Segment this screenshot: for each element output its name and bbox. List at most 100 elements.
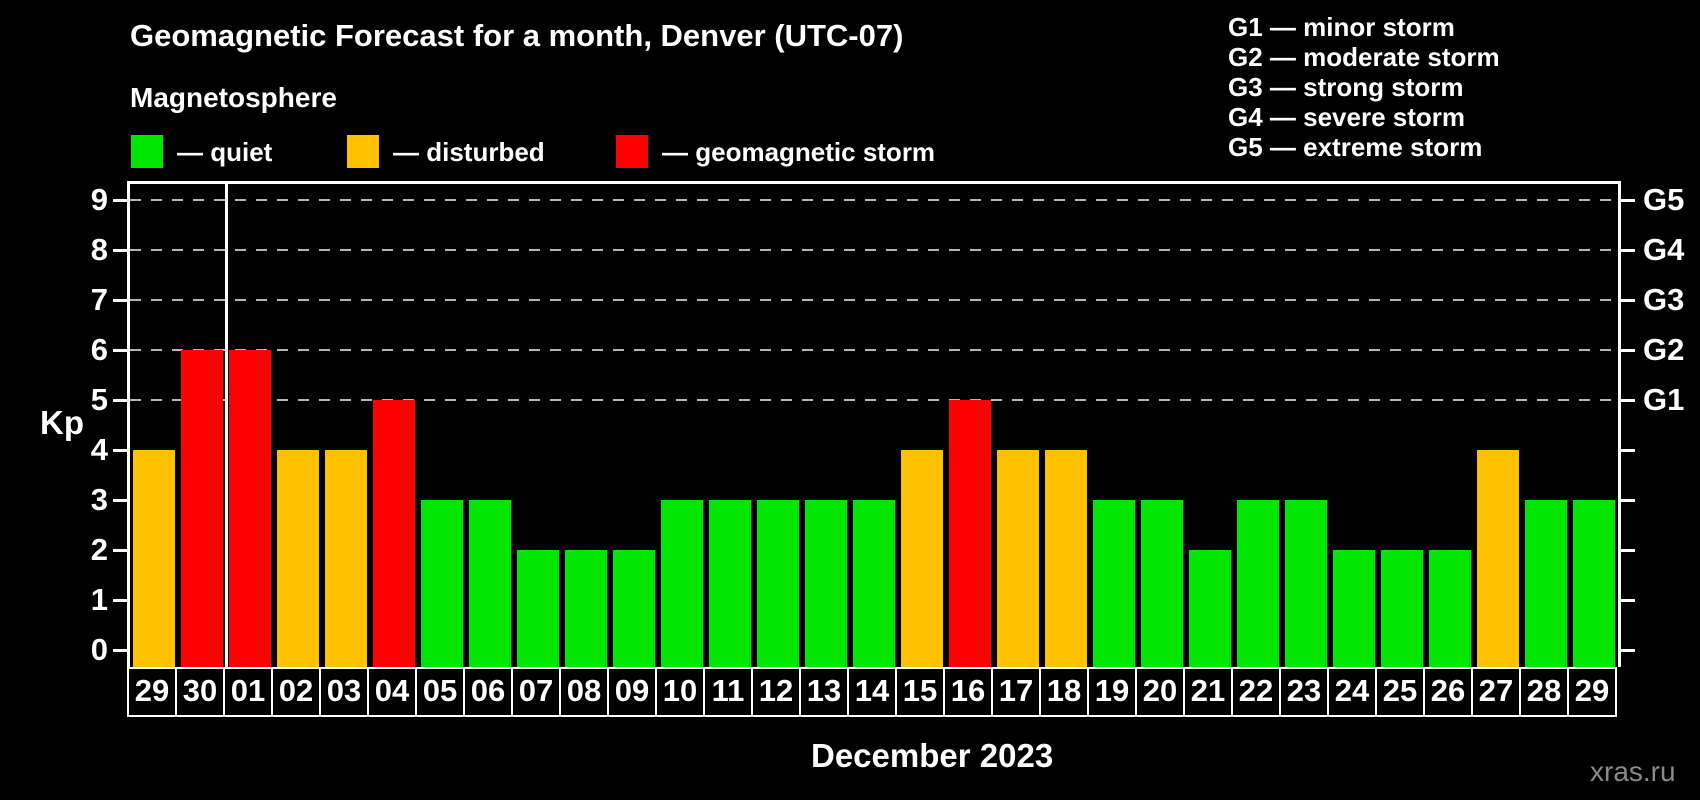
y-tick-label-4: 4 — [90, 432, 108, 467]
bar-21-day-20 — [1141, 500, 1183, 669]
y-tick-left-9 — [113, 199, 127, 202]
bar-5-day-04 — [373, 400, 415, 669]
day-label-cell-24-23: 23 — [1279, 667, 1329, 717]
g-legend-line-g1: G1 — minor storm — [1228, 12, 1455, 42]
bar-30-day-29 — [1573, 500, 1615, 669]
g-scale-legend: G1 — minor storm G2 — moderate storm G3 … — [1228, 12, 1500, 162]
g-axis-label-g3: G3 — [1643, 282, 1685, 317]
day-label-cell-25-24: 24 — [1327, 667, 1377, 717]
bar-3-day-02 — [277, 450, 319, 669]
y-tick-left-6 — [113, 349, 127, 352]
gridline-kp-5 — [130, 399, 1618, 401]
bar-18-day-17 — [997, 450, 1039, 669]
day-label-cell-16-15: 15 — [895, 667, 945, 717]
day-label-cell-22-21: 21 — [1183, 667, 1233, 717]
y-tick-label-2: 2 — [90, 532, 108, 567]
bar-6-day-05 — [421, 500, 463, 669]
day-label-cell-17-16: 16 — [943, 667, 993, 717]
bar-13-day-12 — [757, 500, 799, 669]
y-tick-right-8 — [1621, 249, 1635, 252]
day-label-cell-13-12: 12 — [751, 667, 801, 717]
bar-1-day-30 — [181, 350, 223, 669]
bar-29-day-28 — [1525, 500, 1567, 669]
y-tick-label-3: 3 — [90, 482, 108, 517]
bar-16-day-15 — [901, 450, 943, 669]
day-label-cell-12-11: 11 — [703, 667, 753, 717]
y-tick-label-1: 1 — [90, 582, 108, 617]
bar-14-day-13 — [805, 500, 847, 669]
day-label-cell-18-17: 17 — [991, 667, 1041, 717]
g-axis-label-g5: G5 — [1643, 182, 1685, 217]
bar-17-day-16 — [949, 400, 991, 669]
bar-0-day-29 — [133, 450, 175, 669]
bar-26-day-25 — [1381, 550, 1423, 669]
legend-label-quiet: — quiet — [177, 137, 273, 167]
day-label-cell-19-18: 18 — [1039, 667, 1089, 717]
bar-4-day-03 — [325, 450, 367, 669]
y-tick-label-8: 8 — [90, 232, 108, 267]
bar-2-day-01 — [229, 350, 271, 669]
day-label-cell-4-03: 03 — [319, 667, 369, 717]
bar-23-day-22 — [1237, 500, 1279, 669]
day-label-cell-23-22: 22 — [1231, 667, 1281, 717]
y-tick-right-9 — [1621, 199, 1635, 202]
legend-label-disturbed: — disturbed — [393, 137, 545, 167]
day-label-cell-7-06: 06 — [463, 667, 513, 717]
bar-7-day-06 — [469, 500, 511, 669]
gridline-kp-6 — [130, 349, 1618, 351]
y-tick-right-3 — [1621, 499, 1635, 502]
day-label-cell-6-05: 05 — [415, 667, 465, 717]
g-legend-line-g4: G4 — severe storm — [1228, 102, 1466, 132]
g-legend-line-g2: G2 — moderate storm — [1228, 42, 1500, 72]
y-tick-right-1 — [1621, 599, 1635, 602]
g-legend-line-g5: G5 — extreme storm — [1228, 132, 1483, 162]
bar-8-day-07 — [517, 550, 559, 669]
bar-19-day-18 — [1045, 450, 1087, 669]
legend-label-storm: — geomagnetic storm — [662, 137, 936, 167]
y-tick-left-2 — [113, 549, 127, 552]
y-tick-right-5 — [1621, 399, 1635, 402]
y-tick-left-5 — [113, 399, 127, 402]
gridline-kp-9 — [130, 199, 1618, 201]
y-tick-label-0: 0 — [90, 632, 108, 667]
chart-title: Geomagnetic Forecast for a month, Denver… — [130, 18, 904, 53]
bar-10-day-09 — [613, 550, 655, 669]
y-axis-line-left — [127, 181, 130, 667]
y-tick-label-7: 7 — [90, 282, 108, 317]
bar-24-day-23 — [1285, 500, 1327, 669]
legend-swatch-quiet — [131, 135, 163, 168]
chart-subtitle: Magnetosphere — [130, 82, 337, 113]
y-tick-left-8 — [113, 249, 127, 252]
bar-15-day-14 — [853, 500, 895, 669]
plot-top-border — [127, 181, 1621, 184]
day-label-cell-15-14: 14 — [847, 667, 897, 717]
day-label-cell-11-10: 10 — [655, 667, 705, 717]
y-tick-label-6: 6 — [90, 332, 108, 367]
bar-27-day-26 — [1429, 550, 1471, 669]
y-tick-right-6 — [1621, 349, 1635, 352]
day-label-cell-28-27: 27 — [1471, 667, 1521, 717]
day-label-cell-26-25: 25 — [1375, 667, 1425, 717]
legend-swatch-disturbed — [347, 135, 379, 168]
y-tick-left-0 — [113, 649, 127, 652]
y-tick-left-3 — [113, 499, 127, 502]
bar-9-day-08 — [565, 550, 607, 669]
y-axis-title: Kp — [40, 404, 84, 441]
day-label-cell-3-02: 02 — [271, 667, 321, 717]
day-label-cell-5-04: 04 — [367, 667, 417, 717]
g-axis-label-g4: G4 — [1643, 232, 1685, 267]
y-tick-right-4 — [1621, 449, 1635, 452]
day-label-cell-29-28: 28 — [1519, 667, 1569, 717]
bar-20-day-19 — [1093, 500, 1135, 669]
day-label-cell-20-19: 19 — [1087, 667, 1137, 717]
day-label-cell-30-29: 29 — [1567, 667, 1617, 717]
y-tick-label-5: 5 — [90, 382, 108, 417]
day-label-cell-21-20: 20 — [1135, 667, 1185, 717]
bar-22-day-21 — [1189, 550, 1231, 669]
gridline-kp-7 — [130, 299, 1618, 301]
g-legend-line-g3: G3 — strong storm — [1228, 72, 1464, 102]
bar-11-day-10 — [661, 500, 703, 669]
legend-swatch-storm — [616, 135, 648, 168]
y-tick-right-7 — [1621, 299, 1635, 302]
